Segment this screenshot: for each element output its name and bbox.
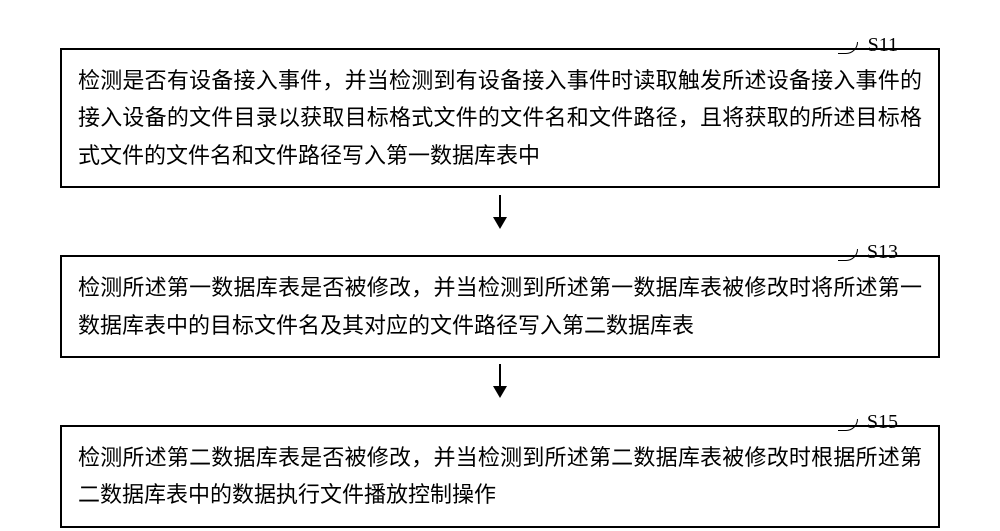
label-connector <box>838 249 858 261</box>
step-text-s15: 检测所述第二数据库表是否被修改，并当检测到所述第二数据库表被修改时根据所述第二数… <box>78 439 922 514</box>
label-connector <box>838 42 858 54</box>
step-text-s11: 检测是否有设备接入事件，并当检测到有设备接入事件时读取触发所述设备接入事件的接入… <box>78 62 922 174</box>
arrow-s11-s13 <box>50 188 950 233</box>
step-label-s11: S11 <box>868 28 898 62</box>
flowchart-container: S11 检测是否有设备接入事件，并当检测到有设备接入事件时读取触发所述设备接入事… <box>0 0 1000 531</box>
step-label-s15: S15 <box>867 405 898 439</box>
step-s13: S13 检测所述第一数据库表是否被修改，并当检测到所述第一数据库表被修改时将所述… <box>60 255 940 358</box>
step-s11: S11 检测是否有设备接入事件，并当检测到有设备接入事件时读取触发所述设备接入事… <box>60 48 940 188</box>
step-s15: S15 检测所述第二数据库表是否被修改，并当检测到所述第二数据库表被修改时根据所… <box>60 425 940 528</box>
arrow-icon <box>499 195 501 227</box>
arrow-icon <box>499 364 501 396</box>
step-text-s13: 检测所述第一数据库表是否被修改，并当检测到所述第一数据库表被修改时将所述第一数据… <box>78 269 922 344</box>
arrow-s13-s15 <box>50 358 950 403</box>
step-label-s13: S13 <box>867 235 898 269</box>
label-connector <box>838 419 858 431</box>
